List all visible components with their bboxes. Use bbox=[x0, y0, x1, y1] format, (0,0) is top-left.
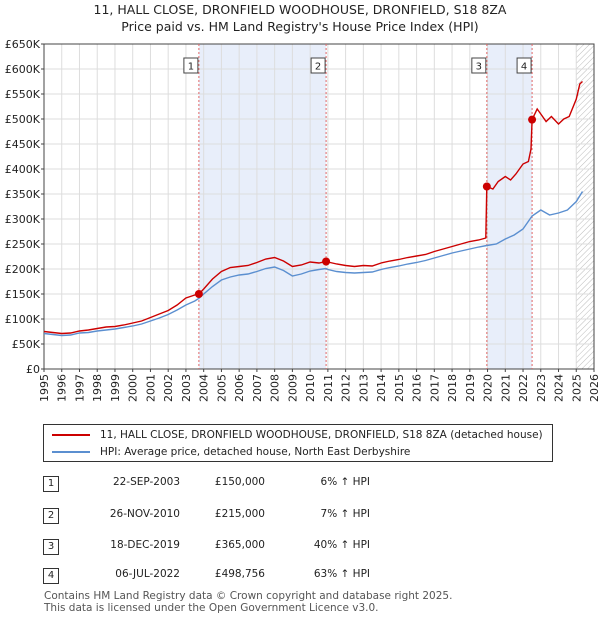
shaded-period bbox=[198, 44, 327, 369]
y-tick-label: £400K bbox=[5, 163, 41, 176]
shaded-period bbox=[486, 44, 533, 369]
x-tick-label: 2002 bbox=[162, 374, 175, 402]
legend-item-property: 11, HALL CLOSE, DRONFIELD WOODHOUSE, DRO… bbox=[52, 427, 543, 443]
x-tick-label: 1998 bbox=[91, 374, 104, 402]
y-tick-label: £50K bbox=[12, 338, 41, 351]
transaction-price: £215,000 bbox=[214, 508, 265, 520]
x-tick-label: 2024 bbox=[553, 374, 566, 402]
x-tick-label: 2017 bbox=[428, 374, 441, 402]
x-tick-label: 1999 bbox=[109, 374, 122, 402]
x-tick-label: 2007 bbox=[251, 374, 264, 402]
transaction-date: 26-NOV-2010 bbox=[109, 508, 180, 520]
x-tick-label: 2022 bbox=[517, 374, 530, 402]
sale-marker-box bbox=[310, 57, 326, 74]
x-tick-label: 2026 bbox=[588, 374, 600, 402]
sale-marker-label: 4 bbox=[521, 62, 527, 73]
sale-point bbox=[322, 257, 331, 266]
y-tick-label: £500K bbox=[5, 113, 41, 126]
sale-marker-box bbox=[471, 57, 487, 74]
transaction-hpi-change: 6% ↑ HPI bbox=[320, 476, 370, 488]
y-tick-label: £0 bbox=[26, 363, 40, 376]
transaction-price: £365,000 bbox=[214, 539, 265, 551]
legend-swatch-hpi bbox=[52, 451, 90, 453]
footer-licence: This data is licensed under the Open Gov… bbox=[44, 602, 379, 614]
x-tick-label: 2014 bbox=[375, 374, 388, 402]
x-tick-label: 2006 bbox=[233, 374, 246, 402]
series-line-hpi bbox=[43, 191, 584, 337]
y-tick-label: £550K bbox=[5, 88, 41, 101]
transaction-number-badge: 2 bbox=[43, 508, 59, 524]
sale-point bbox=[482, 182, 491, 191]
chart-legend: 11, HALL CLOSE, DRONFIELD WOODHOUSE, DRO… bbox=[43, 424, 553, 462]
x-tick-label: 2001 bbox=[144, 374, 157, 402]
price-chart: £0 £50K £100K £150K £200K £250K £300K £350K £400… bbox=[5, 38, 600, 402]
x-tick-label: 2005 bbox=[215, 374, 228, 402]
transaction-number-badge: 4 bbox=[43, 568, 59, 584]
transaction-hpi-change: 7% ↑ HPI bbox=[320, 508, 370, 520]
y-tick-label: £150K bbox=[5, 288, 41, 301]
x-tick-label: 2010 bbox=[304, 374, 317, 402]
x-tick-label: 2012 bbox=[340, 374, 353, 402]
sale-marker-label: 1 bbox=[188, 62, 194, 73]
sale-marker-label: 2 bbox=[315, 62, 321, 73]
transaction-date: 22-SEP-2003 bbox=[112, 476, 180, 488]
forecast-hatch bbox=[576, 44, 594, 369]
chart-subtitle: Price paid vs. HM Land Registry's House … bbox=[121, 19, 479, 34]
x-tick-label: 2025 bbox=[570, 374, 583, 402]
sale-marker-box bbox=[516, 57, 532, 74]
x-tick-label: 2016 bbox=[411, 374, 424, 402]
x-tick-label: 1995 bbox=[38, 374, 51, 402]
x-tick-label: 2009 bbox=[286, 374, 299, 402]
y-tick-label: £350K bbox=[5, 188, 41, 201]
x-tick-label: 2018 bbox=[446, 374, 459, 402]
y-tick-label: £100K bbox=[5, 313, 41, 326]
x-tick-label: 2020 bbox=[482, 374, 495, 402]
footer-copyright: Contains HM Land Registry data © Crown c… bbox=[44, 590, 453, 602]
sale-marker-label: 3 bbox=[476, 62, 482, 73]
series-line-property bbox=[43, 80, 583, 335]
transaction-date: 06-JUL-2022 bbox=[115, 568, 180, 580]
transaction-row: 1 22-SEP-2003 £150,000 6% ↑ HPI bbox=[0, 476, 600, 496]
transaction-row: 4 06-JUL-2022 £498,756 63% ↑ HPI bbox=[0, 568, 600, 588]
transaction-price: £498,756 bbox=[214, 568, 265, 580]
x-tick-label: 1996 bbox=[56, 374, 69, 402]
x-tick-label: 1997 bbox=[73, 374, 86, 402]
legend-label-property: 11, HALL CLOSE, DRONFIELD WOODHOUSE, DRO… bbox=[100, 429, 543, 441]
legend-item-hpi: HPI: Average price, detached house, Nort… bbox=[52, 444, 410, 460]
chart-title: 11, HALL CLOSE, DRONFIELD WOODHOUSE, DRO… bbox=[93, 2, 507, 17]
x-tick-label: 2000 bbox=[127, 374, 140, 402]
y-tick-label: £300K bbox=[5, 213, 41, 226]
sale-marker-box bbox=[183, 57, 199, 74]
transaction-hpi-change: 63% ↑ HPI bbox=[313, 568, 370, 580]
x-tick-label: 2013 bbox=[357, 374, 370, 402]
transaction-row: 3 18-DEC-2019 £365,000 40% ↑ HPI bbox=[0, 539, 600, 559]
x-tick-label: 2021 bbox=[499, 374, 512, 402]
transaction-number-badge: 1 bbox=[43, 476, 59, 492]
legend-label-hpi: HPI: Average price, detached house, Nort… bbox=[100, 446, 411, 458]
legend-swatch-property bbox=[52, 434, 90, 436]
x-tick-label: 2023 bbox=[535, 374, 548, 402]
y-tick-label: £600K bbox=[5, 63, 41, 76]
y-tick-label: £250K bbox=[5, 238, 41, 251]
transaction-row: 2 26-NOV-2010 £215,000 7% ↑ HPI bbox=[0, 508, 600, 528]
sale-point bbox=[528, 115, 537, 124]
x-tick-label: 2008 bbox=[269, 374, 282, 402]
y-tick-label: £200K bbox=[5, 263, 41, 276]
x-tick-label: 2011 bbox=[322, 374, 335, 402]
x-tick-label: 2015 bbox=[393, 374, 406, 402]
plot-border bbox=[43, 43, 595, 370]
y-tick-label: £650K bbox=[5, 38, 41, 51]
sale-point bbox=[194, 290, 203, 298]
x-tick-label: 2003 bbox=[180, 374, 193, 402]
x-tick-label: 2019 bbox=[464, 374, 477, 402]
transaction-date: 18-DEC-2019 bbox=[110, 539, 180, 551]
transaction-number-badge: 3 bbox=[43, 539, 59, 555]
y-tick-label: £450K bbox=[5, 138, 41, 151]
x-tick-label: 2004 bbox=[198, 374, 211, 402]
transaction-hpi-change: 40% ↑ HPI bbox=[313, 539, 370, 551]
transaction-price: £150,000 bbox=[214, 476, 265, 488]
